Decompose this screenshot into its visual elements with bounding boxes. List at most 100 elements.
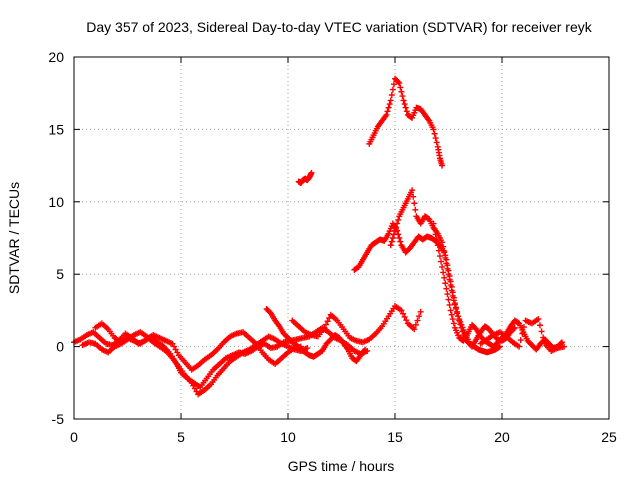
data-point-interp xyxy=(410,193,417,200)
data-point-interp xyxy=(412,206,419,213)
data-point xyxy=(561,343,568,350)
data-point-interp xyxy=(536,322,543,329)
data-point-interp xyxy=(397,238,404,245)
data-point xyxy=(321,324,328,331)
axis-ticks: 0 5 10 15 20 25 -5 0 5 10 15 20 xyxy=(48,49,617,445)
data-point xyxy=(400,97,407,104)
data-points xyxy=(71,75,568,398)
x-axis-label: GPS time / hours xyxy=(288,458,395,474)
x-tick-label: 10 xyxy=(280,429,296,445)
data-point-interp xyxy=(435,247,442,254)
data-point-interp xyxy=(431,225,438,232)
data-point xyxy=(409,187,416,194)
data-point xyxy=(439,239,446,246)
y-axis-label: SDTVAR / TECUs xyxy=(6,182,22,294)
data-point-interp xyxy=(438,258,445,265)
data-point xyxy=(447,278,454,285)
data-point-interp xyxy=(459,328,466,335)
data-point-interp xyxy=(457,321,464,328)
data-point-interp xyxy=(389,235,396,241)
data-point-interp xyxy=(385,104,392,111)
x-tick-label: 5 xyxy=(177,429,185,445)
y-tick-label: 15 xyxy=(48,121,64,137)
data-point-interp xyxy=(396,235,403,241)
data-point xyxy=(392,227,398,234)
data-point-interp xyxy=(432,231,439,238)
data-point-interp xyxy=(517,337,524,344)
data-point-interp xyxy=(433,236,440,243)
data-point-interp xyxy=(432,135,439,142)
data-point-interp xyxy=(388,238,395,245)
data-point xyxy=(304,345,311,352)
data-point-interp xyxy=(388,92,395,99)
x-tick-label: 25 xyxy=(601,429,617,445)
y-tick-label: 10 xyxy=(48,194,64,210)
plot-frame xyxy=(73,56,610,420)
data-point-interp xyxy=(440,243,447,250)
data-point-interp xyxy=(540,334,547,341)
data-point-interp xyxy=(436,253,443,260)
data-point-interp xyxy=(398,88,405,95)
data-point-interp xyxy=(449,289,456,296)
data-point-interp xyxy=(386,101,393,108)
data-point xyxy=(308,169,315,176)
data-point xyxy=(387,97,394,104)
data-point-interp xyxy=(538,328,545,335)
data-point-interp xyxy=(324,318,331,325)
data-point-interp xyxy=(397,84,404,91)
data-point-interp xyxy=(403,317,410,324)
data-point-interp xyxy=(441,274,448,281)
data-point xyxy=(362,346,369,353)
data-point-interp xyxy=(390,231,397,238)
data-point-interp xyxy=(445,267,452,274)
data-point-interp xyxy=(399,93,406,100)
data-point xyxy=(443,285,450,292)
grid xyxy=(74,57,609,419)
data-point xyxy=(456,317,463,324)
data-point xyxy=(439,263,446,270)
data-point-interp xyxy=(448,311,455,318)
data-point xyxy=(417,308,424,315)
data-point-interp xyxy=(441,248,448,255)
data-point-interp xyxy=(448,283,455,290)
data-point-interp xyxy=(403,108,410,115)
data-point xyxy=(387,242,394,249)
x-tick-label: 0 xyxy=(70,429,78,445)
data-point-interp xyxy=(411,200,418,207)
data-point xyxy=(430,220,437,227)
data-point-interp xyxy=(458,324,465,331)
chart-title: Day 357 of 2023, Sidereal Day-to-day VTE… xyxy=(86,19,592,35)
data-point-interp xyxy=(394,220,401,227)
data-point xyxy=(383,111,390,118)
data-point-interp xyxy=(389,86,396,93)
data-point xyxy=(411,326,418,333)
data-point xyxy=(434,242,441,249)
data-point xyxy=(535,316,542,323)
data-point-interp xyxy=(519,330,526,337)
data-point-interp xyxy=(452,304,459,311)
data-point-interp xyxy=(446,301,453,308)
data-point xyxy=(443,256,450,263)
data-point-interp xyxy=(401,313,408,320)
data-point-interp xyxy=(442,280,449,287)
x-tick-label: 20 xyxy=(494,429,510,445)
data-point-interp xyxy=(444,291,451,298)
data-point-interp xyxy=(444,262,451,269)
y-tick-label: 20 xyxy=(48,49,64,65)
data-point-interp xyxy=(433,139,440,146)
data-point-interp xyxy=(416,313,423,320)
data-point-interp xyxy=(402,104,409,111)
data-point-interp xyxy=(495,344,502,351)
data-point xyxy=(398,307,405,314)
data-point-interp xyxy=(520,324,527,331)
data-point-interp xyxy=(455,313,462,320)
data-point-interp xyxy=(431,130,438,137)
data-point-interp xyxy=(449,316,456,323)
data-point xyxy=(396,80,403,87)
data-point-interp xyxy=(400,310,407,317)
y-tick-label: 5 xyxy=(56,266,64,282)
x-tick-label: 15 xyxy=(387,429,403,445)
y-tick-label: -5 xyxy=(52,411,65,427)
data-point xyxy=(511,324,518,331)
